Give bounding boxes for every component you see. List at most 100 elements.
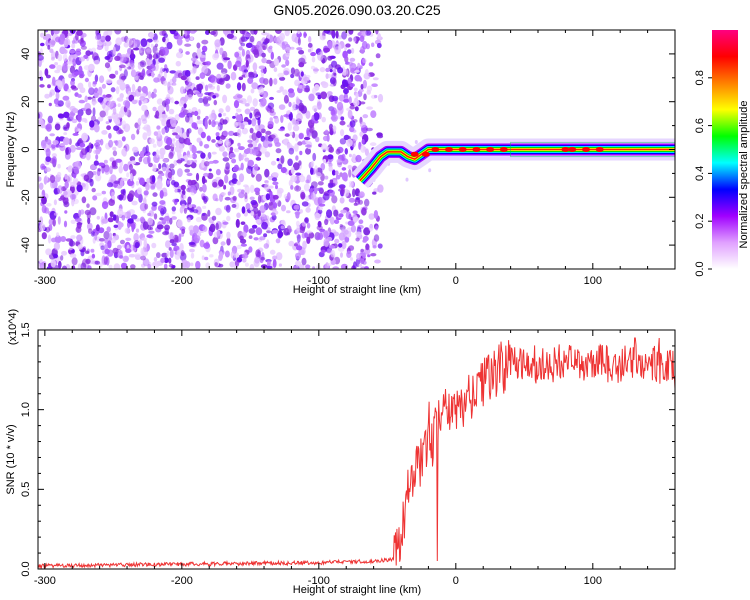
noise-dot — [95, 192, 102, 197]
noise-dot — [237, 100, 244, 104]
noise-dot — [52, 76, 56, 86]
noise-dot — [266, 230, 272, 234]
ridge-hotspot — [458, 147, 467, 152]
noise-dot — [79, 73, 85, 78]
colorbar-tick-label: 0.2 — [694, 214, 706, 229]
noise-dot — [189, 209, 194, 213]
noise-dot — [71, 108, 79, 114]
noise-dot — [98, 162, 105, 167]
noise-dot — [45, 148, 51, 158]
noise-dot — [212, 95, 217, 99]
noise-dot — [200, 152, 206, 159]
snr-frame — [37, 329, 676, 570]
noise-dot — [315, 92, 322, 96]
noise-dot — [87, 265, 92, 269]
noise-dot — [44, 207, 49, 214]
noise-dot — [317, 181, 324, 186]
noise-dot — [112, 107, 117, 115]
noise-dot — [64, 173, 68, 180]
noise-dot — [63, 220, 68, 228]
x-tick-label: -300 — [34, 275, 56, 287]
noise-dot — [51, 237, 57, 243]
noise-dot — [81, 148, 87, 156]
noise-dot — [39, 216, 44, 226]
noise-dot — [246, 165, 253, 174]
noise-dot — [301, 201, 309, 207]
noise-dot — [310, 167, 314, 175]
noise-dot — [45, 123, 52, 132]
noise-dot — [105, 94, 112, 98]
noise-dot — [57, 54, 63, 62]
noise-dot — [201, 255, 205, 260]
noise-dot — [301, 257, 307, 266]
noise-dot — [329, 127, 334, 136]
noise-dot — [348, 169, 352, 178]
noise-dot — [249, 112, 253, 119]
y-axis-label: Frequency (Hz) — [5, 112, 17, 188]
noise-dot — [221, 72, 227, 78]
noise-dot — [375, 225, 379, 231]
noise-dot — [40, 163, 46, 171]
noise-dot — [272, 259, 277, 268]
noise-dot — [164, 145, 171, 150]
noise-dot — [338, 44, 342, 51]
noise-dot — [271, 172, 279, 178]
noise-dot — [352, 210, 358, 214]
noise-dot — [80, 37, 84, 43]
noise-dot — [370, 110, 377, 118]
noise-dot — [288, 147, 295, 155]
noise-dot — [245, 42, 253, 48]
noise-dot — [98, 238, 105, 242]
noise-dot — [269, 117, 273, 122]
noise-dot — [363, 93, 367, 101]
noise-dot — [359, 121, 366, 128]
noise-dot — [240, 162, 244, 171]
noise-dot — [258, 124, 265, 130]
noise-dot — [317, 209, 323, 215]
noise-dot — [257, 210, 261, 217]
noise-dot — [126, 210, 131, 217]
noise-dot — [168, 263, 174, 268]
noise-dot — [304, 218, 308, 223]
noise-dot — [67, 33, 73, 36]
noise-dot — [161, 252, 168, 258]
noise-dot — [284, 133, 290, 137]
noise-dot — [283, 114, 290, 118]
noise-dot — [264, 182, 270, 192]
noise-dot — [142, 132, 148, 141]
noise-dot — [215, 222, 219, 231]
noise-dot — [251, 224, 258, 229]
noise-dot — [194, 61, 201, 65]
noise-dot — [352, 261, 357, 269]
noise-dot — [191, 145, 197, 154]
noise-dot — [129, 172, 133, 182]
noise-dot — [228, 130, 235, 136]
noise-dot — [371, 83, 378, 87]
noise-dot — [240, 154, 244, 161]
noise-dot — [176, 249, 182, 257]
noise-dot — [85, 108, 92, 116]
noise-dot — [278, 104, 286, 110]
noise-dot — [55, 91, 60, 100]
colorbar-tick-label: 0.8 — [694, 70, 706, 85]
noise-dot — [241, 206, 246, 214]
noise-dot — [137, 187, 142, 195]
noise-dot — [38, 54, 44, 61]
noise-dot — [71, 40, 76, 44]
noise-dot — [216, 73, 222, 80]
noise-dot — [142, 258, 150, 267]
noise-dot — [126, 172, 130, 178]
noise-dot — [414, 140, 418, 144]
noise-dot — [106, 182, 114, 188]
colorbar: 0.0 0.2 0.4 0.6 0.8 Normalized spectral ampli… — [694, 30, 750, 277]
noise-dot — [359, 191, 365, 197]
noise-dot — [143, 190, 149, 196]
noise-dot — [320, 249, 326, 254]
noise-dot — [215, 207, 222, 216]
noise-dot — [149, 138, 155, 145]
noise-dot — [76, 234, 83, 242]
noise-dot — [62, 62, 68, 72]
y-axis-label: SNR (10 * v/v) — [5, 424, 17, 494]
noise-dot — [129, 60, 134, 64]
noise-dot — [131, 83, 136, 93]
